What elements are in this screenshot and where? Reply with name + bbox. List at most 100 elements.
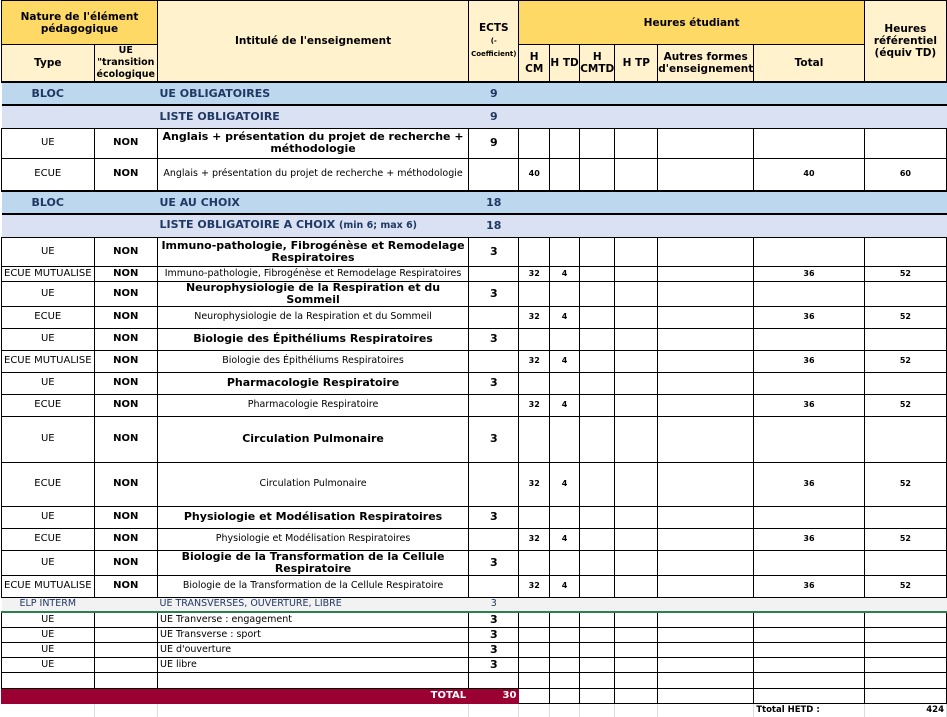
blank-cell bbox=[614, 703, 659, 717]
type-cell: ECUE MUTUALISE bbox=[1, 349, 95, 373]
total-cell: 40 bbox=[753, 157, 865, 192]
htp-cell bbox=[614, 265, 659, 282]
autres-cell bbox=[657, 236, 755, 267]
ref-cell bbox=[863, 236, 947, 267]
htp-cell bbox=[614, 393, 659, 417]
total-ects: 30 bbox=[468, 687, 520, 704]
type-cell: ECUE bbox=[1, 157, 95, 192]
hcm-cell: 32 bbox=[518, 527, 550, 551]
transition-cell: NON bbox=[93, 393, 158, 417]
type-cell: ELP INTERM bbox=[1, 596, 95, 613]
title-cell: LISTE OBLIGATOIRE bbox=[157, 104, 469, 129]
ue-row: UE NON Anglais + présentation du projet de… bbox=[1, 127, 947, 159]
hours-cell bbox=[518, 104, 947, 129]
hcmtd-cell bbox=[579, 611, 616, 628]
ecue-row: ECUE NON Anglais + présentation du projet … bbox=[1, 157, 947, 192]
ects-cell bbox=[468, 393, 520, 417]
htd-cell: 4 bbox=[548, 527, 581, 551]
ref-cell bbox=[863, 641, 947, 658]
htd-cell bbox=[548, 236, 581, 267]
type-cell: UE bbox=[1, 127, 95, 159]
ref-cell bbox=[863, 549, 947, 576]
hcmtd-cell bbox=[579, 236, 616, 267]
hours-cell bbox=[518, 81, 947, 106]
blank-cell bbox=[157, 703, 470, 717]
htp-cell bbox=[614, 305, 659, 329]
htp-cell bbox=[614, 349, 659, 373]
ref-cell bbox=[863, 327, 947, 351]
htd-cell bbox=[548, 371, 581, 395]
hcmtd-cell bbox=[579, 393, 616, 417]
autres-cell bbox=[657, 574, 755, 598]
total-cell bbox=[753, 626, 865, 643]
header-autres: Autres formes d'enseignement bbox=[657, 44, 755, 83]
autres-cell bbox=[657, 461, 755, 507]
hcm-cell: 32 bbox=[518, 305, 550, 329]
ue-row: UE NON Circulation Pulmonaire 3 bbox=[1, 415, 947, 463]
transition-cell: NON bbox=[93, 127, 158, 159]
title-cell: Biologie de la Transformation de la Cell… bbox=[156, 574, 470, 598]
type-cell bbox=[1, 104, 95, 129]
hcmtd-cell bbox=[579, 280, 616, 307]
type-cell: UE bbox=[1, 626, 95, 643]
total-cell bbox=[753, 549, 865, 576]
htd-cell bbox=[548, 505, 581, 529]
blank-cell bbox=[1, 703, 95, 717]
type-cell: ECUE MUTUALISE bbox=[1, 265, 95, 282]
type-cell: UE bbox=[1, 236, 95, 267]
type-cell: ECUE bbox=[1, 461, 95, 507]
autres-cell bbox=[657, 349, 755, 373]
ref-cell bbox=[863, 280, 947, 307]
hcm-cell bbox=[518, 415, 550, 463]
hcmtd-cell bbox=[579, 305, 616, 329]
title-cell: Physiologie et Modélisation Respiratoire… bbox=[156, 505, 470, 529]
ects-cell: 3 bbox=[468, 415, 520, 463]
hetd-row: Ttotal HETD :424 bbox=[1, 703, 947, 717]
ue-row: UE NON Immuno-pathologie, Fibrogénèse et R… bbox=[1, 236, 947, 267]
header-htd: H TD bbox=[548, 44, 581, 83]
htd-cell: 4 bbox=[548, 574, 581, 598]
empty-cell bbox=[1, 671, 95, 689]
transition-cell bbox=[94, 81, 158, 106]
type-cell: UE bbox=[1, 415, 95, 463]
ects-cell bbox=[468, 157, 520, 192]
title-cell: Pharmacologie Respiratoire bbox=[156, 371, 470, 395]
transition-cell: NON bbox=[93, 157, 158, 192]
ects-cell bbox=[468, 349, 520, 373]
ecue-row: ECUE NON Pharmacologie Respiratoire 32 4 36 52 bbox=[1, 393, 947, 417]
transition-cell bbox=[94, 104, 158, 129]
htp-cell bbox=[614, 641, 659, 658]
ref-cell: 52 bbox=[863, 527, 947, 551]
hcm-cell bbox=[518, 549, 550, 576]
total-empty-cell bbox=[548, 687, 581, 704]
total-cell bbox=[753, 236, 865, 267]
transition-cell bbox=[94, 213, 158, 238]
header-ects: ECTS (-Coefficient) bbox=[468, 0, 520, 83]
ref-cell: 52 bbox=[863, 574, 947, 598]
hcmtd-cell bbox=[579, 415, 616, 463]
total-row: TOTAL 30 bbox=[0, 687, 947, 704]
ue-row: UE NON Biologie des Épithéliums Respiratoi… bbox=[1, 327, 947, 351]
total-cell bbox=[753, 611, 865, 628]
ects-cell: 3 bbox=[468, 327, 520, 351]
total-cell bbox=[753, 415, 865, 463]
htp-cell bbox=[614, 127, 659, 159]
ects-cell bbox=[468, 265, 520, 282]
header-heures-ref: Heures référentiel (équiv TD) bbox=[863, 0, 947, 83]
blank-cell bbox=[579, 703, 616, 717]
title-cell: UE Tranverse : engagement bbox=[156, 611, 470, 628]
title-cell: Pharmacologie Respiratoire bbox=[156, 393, 470, 417]
title-cell: Biologie de la Transformation de la Cell… bbox=[156, 549, 470, 576]
empty-cell bbox=[518, 671, 550, 689]
type-cell bbox=[1, 213, 95, 238]
hcmtd-cell bbox=[579, 371, 616, 395]
empty-cell bbox=[93, 671, 158, 689]
title-cell: Circulation Pulmonaire bbox=[156, 461, 470, 507]
htp-cell bbox=[614, 157, 659, 192]
tr-row: UE UE libre 3 bbox=[1, 656, 947, 673]
empty-cell bbox=[614, 671, 659, 689]
total-hetd-value: 424 bbox=[864, 703, 947, 717]
hcm-cell: 40 bbox=[518, 157, 550, 192]
hcm-cell bbox=[518, 505, 550, 529]
ects-cell: 3 bbox=[468, 641, 520, 658]
